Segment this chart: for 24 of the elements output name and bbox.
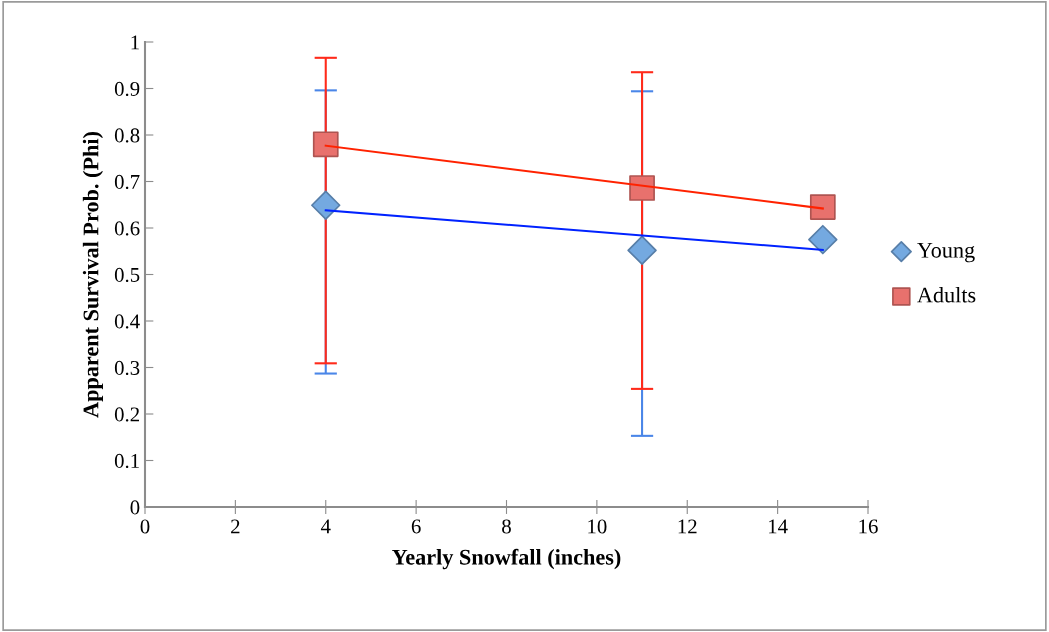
y-tick-label: 0.4	[114, 314, 140, 329]
x-tick-label: 10	[588, 519, 607, 534]
x-tick-label: 12	[678, 519, 697, 534]
x-tick-label: 14	[769, 519, 788, 534]
y-tick-label: 0.9	[114, 81, 140, 97]
x-axis-title: Yearly Snowfall (inches)	[392, 548, 621, 570]
x-tick-label: 2	[231, 519, 240, 534]
y-tick-label: 0.2	[114, 407, 139, 422]
legend-label: Young	[917, 242, 975, 263]
x-tick-label: 6	[411, 519, 421, 534]
x-tick-label: 8	[502, 519, 511, 534]
y-tick-label: 0.1	[114, 453, 139, 469]
y-tick-label: 0.5	[114, 267, 140, 283]
y-tick-label: 0.7	[114, 174, 140, 190]
x-tick-label: 0	[140, 519, 150, 534]
y-tick-label: 0	[130, 500, 140, 515]
y-tick-label: 0.3	[114, 360, 140, 376]
y-axis-title: Apparent Survival Prob. (Phi)	[82, 132, 103, 418]
y-tick-label: 0.6	[114, 221, 140, 236]
x-tick-label: 4	[320, 519, 331, 534]
y-tick-label: 0.8	[114, 128, 140, 143]
x-tick-label: 16	[859, 519, 878, 534]
legend-label: Adults	[917, 286, 976, 303]
y-tick-label: 1	[131, 35, 139, 50]
